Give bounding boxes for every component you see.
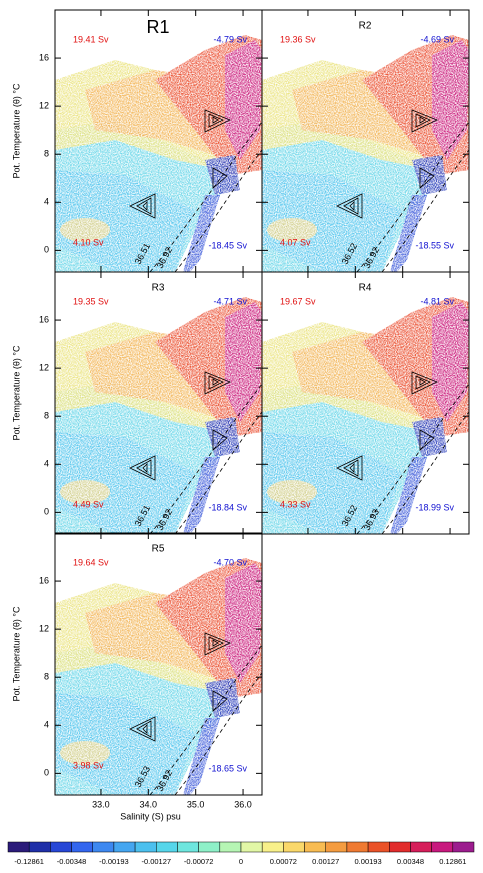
y-tick-label: 16 xyxy=(39,52,49,62)
transport-label: 19.64 Sv xyxy=(73,557,109,567)
y-tick-label: 12 xyxy=(39,101,49,111)
transport-label: -18.84 Sv xyxy=(208,502,247,512)
y-tick-label: 0 xyxy=(44,245,49,255)
colorbar-label: 0.12861 xyxy=(439,857,466,866)
transport-label: 4.07 Sv xyxy=(280,237,311,247)
panel: 0 4 8 12 16 Pot. Temperature (θ) °C R1 19.41 Sv… xyxy=(11,9,263,273)
colorbar-box xyxy=(346,841,369,853)
transport-label: -4.69 Sv xyxy=(420,34,454,44)
panel-title: R3 xyxy=(152,283,165,294)
colorbar-label: -0.12861 xyxy=(14,857,44,866)
colorbar-label: 0.00072 xyxy=(270,857,297,866)
transport-label: -4.79 Sv xyxy=(213,34,247,44)
transport-label: -4.71 Sv xyxy=(213,296,247,306)
colorbar-box xyxy=(71,841,93,853)
colorbar-box xyxy=(452,841,475,853)
transport-label: -18.45 Sv xyxy=(208,240,247,250)
colorbar-label: 0.00127 xyxy=(312,857,339,866)
colorbar-box xyxy=(92,841,115,853)
colorbar-box xyxy=(261,841,284,853)
transport-label: 19.36 Sv xyxy=(280,34,316,44)
transport-label: 19.35 Sv xyxy=(73,296,109,306)
panel-title: R4 xyxy=(359,283,372,294)
panel-title: R1 xyxy=(146,17,169,37)
panel: 33.0 34.0 35.0 36.0 0 4 8 12 16 Pot. Temperature … xyxy=(11,532,263,821)
colorbar-label: -0.00348 xyxy=(57,857,87,866)
panel-frame xyxy=(54,532,263,796)
y-tick-label: 4 xyxy=(44,720,49,730)
colorbar-box xyxy=(7,841,30,853)
y-tick-label: 0 xyxy=(44,507,49,517)
y-tick-label: 12 xyxy=(39,363,49,373)
colorbar-box xyxy=(431,841,454,853)
y-tick-label: 16 xyxy=(39,575,49,585)
y-axis-label: Pot. Temperature (θ) °C xyxy=(11,606,21,701)
colorbar-box xyxy=(177,841,199,853)
colorbar-box xyxy=(389,841,411,853)
y-tick-label: 4 xyxy=(44,197,49,207)
panel: 0 4 8 12 16 Pot. Temperature (θ) °C R3 19.35 Sv… xyxy=(11,271,263,535)
colorbar-box xyxy=(50,841,72,853)
colorbar-box xyxy=(304,841,326,853)
x-tick-label: 36.0 xyxy=(234,799,252,809)
y-tick-label: 8 xyxy=(44,149,49,159)
y-tick-label: 8 xyxy=(44,411,49,421)
panel-frame xyxy=(261,271,470,535)
transport-label: -18.55 Sv xyxy=(415,240,454,250)
transport-label: -18.65 Sv xyxy=(208,763,247,773)
x-tick-label: 35.0 xyxy=(187,799,205,809)
x-tick-label: 33.0 xyxy=(92,799,110,809)
transport-label: 19.41 Sv xyxy=(73,34,109,44)
colorbar-box xyxy=(367,841,390,853)
panel-title: R5 xyxy=(152,544,165,555)
colorbar-box xyxy=(113,841,136,853)
transport-label: -18.99 Sv xyxy=(415,502,454,512)
transport-label: -4.81 Sv xyxy=(420,296,454,306)
transport-label: 4.33 Sv xyxy=(280,499,311,509)
y-tick-label: 12 xyxy=(39,624,49,634)
colorbar-box xyxy=(156,841,178,853)
colorbar-box xyxy=(219,841,242,853)
transport-label: 4.49 Sv xyxy=(73,499,104,509)
colorbar-label: 0 xyxy=(239,857,243,866)
x-tick-label: 34.0 xyxy=(140,799,158,809)
y-axis-label: Pot. Temperature (θ) °C xyxy=(11,83,21,178)
y-tick-label: 8 xyxy=(44,672,49,682)
colorbar-box xyxy=(283,841,305,853)
colorbar-label: -0.00072 xyxy=(184,857,214,866)
colorbar-box xyxy=(410,841,432,853)
colorbar-box xyxy=(325,841,348,853)
colorbar: -0.12861 -0.00348 -0.00193 -0.00127 -0.00072… xyxy=(7,841,475,866)
colorbar-box xyxy=(28,841,51,853)
y-tick-label: 0 xyxy=(44,768,49,778)
colorbar-label: 0.00348 xyxy=(397,857,424,866)
panel-title: R2 xyxy=(359,21,372,32)
y-tick-label: 4 xyxy=(44,459,49,469)
colorbar-box xyxy=(240,841,263,853)
transport-label: 3.98 Sv xyxy=(73,760,104,770)
colorbar-box xyxy=(134,841,157,853)
transport-label: 19.67 Sv xyxy=(280,296,316,306)
x-axis-label: Salinity (S) psu xyxy=(120,811,181,821)
colorbar-box xyxy=(198,841,221,853)
transport-label: -4.70 Sv xyxy=(213,557,247,567)
y-tick-label: 16 xyxy=(39,314,49,324)
transport-label: 4.10 Sv xyxy=(73,237,104,247)
y-axis-label: Pot. Temperature (θ) °C xyxy=(11,345,21,440)
colorbar-label: -0.00127 xyxy=(141,857,171,866)
colorbar-label: -0.00193 xyxy=(99,857,129,866)
colorbar-label: 0.00193 xyxy=(355,857,382,866)
